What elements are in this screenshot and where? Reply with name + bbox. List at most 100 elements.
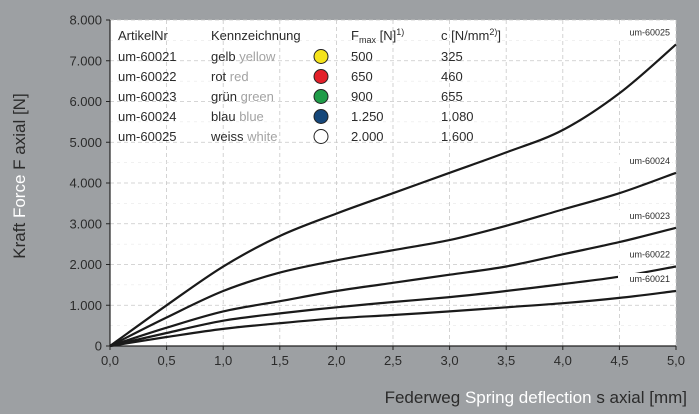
legend-fmax: 900	[351, 89, 373, 104]
legend-color-de: weiss	[210, 129, 247, 144]
y-axis-label-en: Force	[10, 174, 29, 219]
series-label-bg	[618, 248, 672, 261]
series-line-um-60023	[109, 226, 677, 348]
legend-table: ArtikelNr Kennzeichnung Fmax [N]1) c [N/…	[118, 27, 501, 144]
x-tick-label: 3,5	[497, 353, 515, 368]
series-label-um-60022: um-60022	[629, 250, 670, 260]
legend-header-kennzeichnung: Kennzeichnung	[211, 28, 301, 43]
legend-header-fmax-sub: max	[359, 35, 377, 45]
y-tick-label: 4.000	[69, 176, 102, 191]
series-label-um-60024: um-60024	[629, 156, 670, 166]
legend-header-fmax-base: F	[351, 28, 359, 43]
legend-color-name: grün green	[211, 89, 274, 104]
legend-header-fmax: Fmax [N]1)	[351, 27, 404, 45]
axes	[106, 19, 677, 350]
legend-c: 1.600	[441, 129, 474, 144]
series-label-bg	[618, 154, 672, 167]
x-tick-label: 2,5	[384, 353, 402, 368]
legend-fmax: 500	[351, 49, 373, 64]
legend-fmax: 650	[351, 69, 373, 84]
series-label-bg	[618, 209, 672, 222]
legend-color-en: yellow	[239, 49, 276, 64]
legend-c: 655	[441, 89, 463, 104]
legend-header-fmax-sup: 1)	[396, 27, 404, 37]
x-tick-label: 2,0	[327, 353, 345, 368]
x-axis-label: Federweg Spring deflection s axial [mm]	[385, 388, 687, 408]
y-axis-label-de: Kraft	[10, 222, 29, 259]
legend-color-en: green	[241, 89, 274, 104]
legend-header-fmax-unit: [N]	[376, 28, 396, 43]
x-tick-label: 4,5	[610, 353, 628, 368]
y-axis-label-sym: F axial [N]	[10, 93, 29, 170]
legend-row: um-60025 weiss white 2.000 1.600	[118, 129, 474, 144]
y-axis-label: Kraft Force F axial [N]	[10, 93, 30, 258]
legend-color-dot	[313, 109, 329, 124]
x-axis-label-en: Spring deflection	[464, 388, 592, 407]
legend-color-de: rot	[211, 69, 230, 84]
x-axis-label-de: Federweg	[384, 388, 461, 407]
y-tick-label: 5.000	[69, 135, 102, 150]
x-tick-label: 1,5	[271, 353, 289, 368]
legend-color-de: blau	[211, 109, 239, 124]
x-tick-label: 0,0	[101, 353, 119, 368]
legend-color-name: blau blue	[211, 109, 264, 124]
legend-color-en: white	[246, 129, 277, 144]
legend-color-name: weiss white	[210, 129, 277, 144]
curve-labels: um-60025 um-60024 um-60023 um-60022 um-60021	[618, 26, 672, 285]
y-tick-label: 8.000	[69, 13, 102, 28]
legend-color-dot	[313, 129, 329, 144]
y-tick-label: 0	[95, 339, 102, 354]
y-tick-label: 3.000	[69, 216, 102, 231]
tick-labels: 0,0 0,5 1,0 1,5 2,0 2,5 3,0 3,5 4,0 4,5 5,0 0 1.000 2…	[69, 13, 685, 369]
legend-header-c-end: ]	[497, 28, 501, 43]
y-tick-label: 6.000	[69, 94, 102, 109]
x-tick-label: 0,5	[158, 353, 176, 368]
series-label-bg	[618, 26, 672, 39]
series-label-um-60025: um-60025	[629, 27, 670, 37]
legend-artikel: um-60021	[118, 49, 177, 64]
grid	[109, 19, 677, 347]
legend-color-dot	[313, 49, 329, 64]
legend-header-c-sup: 2)	[489, 27, 497, 37]
series-line-um-60022	[109, 265, 677, 348]
legend-fmax: 2.000	[351, 129, 384, 144]
y-tick-label: 2.000	[69, 257, 102, 272]
x-axis-label-sym: s axial [mm]	[596, 388, 687, 407]
legend-c: 325	[441, 49, 463, 64]
series-line-um-60025	[109, 43, 677, 347]
curves	[109, 43, 677, 348]
legend-color-en: blue	[239, 109, 264, 124]
legend-header-artikel: ArtikelNr	[118, 28, 169, 43]
series-label-bg	[618, 272, 672, 285]
series-line-um-60024	[109, 171, 677, 347]
legend-header-c: c [N/mm2)]	[441, 27, 501, 43]
series-label-um-60023: um-60023	[629, 211, 670, 221]
legend-color-name: gelb yellow	[211, 49, 276, 64]
legend-artikel: um-60023	[118, 89, 177, 104]
legend-row: um-60021 gelb yellow 500 325	[118, 49, 463, 64]
x-tick-label: 4,0	[554, 353, 572, 368]
y-tick-label: 1.000	[69, 298, 102, 313]
legend-c: 460	[441, 69, 463, 84]
legend-header-c-base: c [N/mm	[441, 28, 489, 43]
legend-fmax: 1.250	[351, 109, 384, 124]
legend-color-dot	[313, 69, 329, 84]
y-tick-label: 7.000	[69, 53, 102, 68]
legend-color-dot	[313, 89, 329, 104]
legend-row: um-60022 rot red 650 460	[118, 69, 463, 84]
legend-row: um-60024 blau blue 1.250 1.080	[118, 109, 474, 124]
legend-artikel: um-60024	[118, 109, 177, 124]
x-tick-label: 3,0	[441, 353, 459, 368]
series-line-um-60021	[109, 289, 677, 348]
legend-color-de: gelb	[211, 49, 239, 64]
legend-color-name: rot red	[211, 69, 249, 84]
legend-color-de: grün	[211, 89, 241, 104]
legend-artikel: um-60025	[118, 129, 177, 144]
legend-color-en: red	[230, 69, 249, 84]
x-tick-label: 5,0	[667, 353, 685, 368]
x-tick-label: 1,0	[214, 353, 232, 368]
legend-c: 1.080	[441, 109, 474, 124]
series-label-um-60021: um-60021	[629, 274, 670, 284]
legend-artikel: um-60022	[118, 69, 177, 84]
